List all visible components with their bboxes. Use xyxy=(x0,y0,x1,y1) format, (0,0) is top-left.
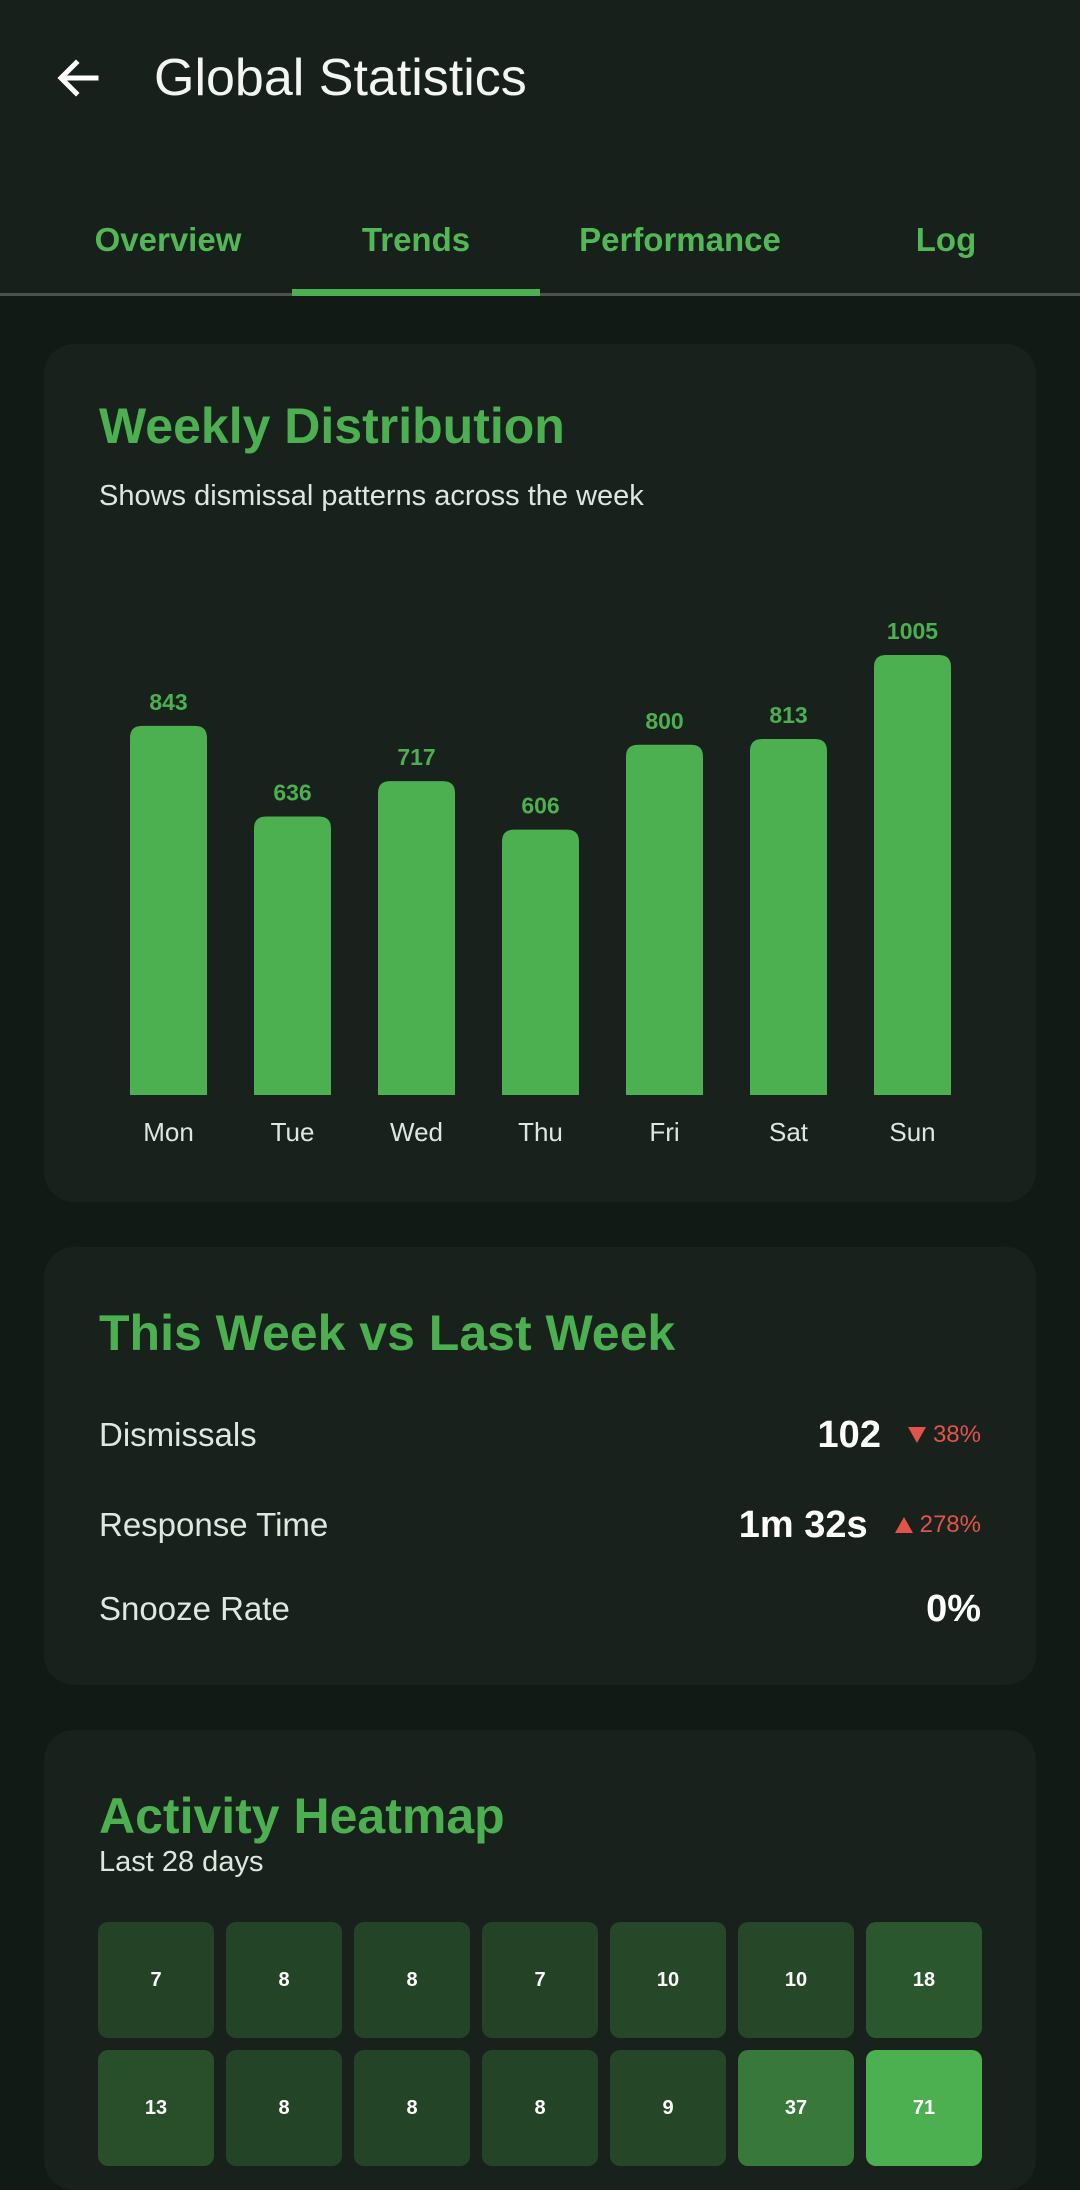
heatmap-cell[interactable]: 9 xyxy=(610,2050,726,2166)
metric-row-dismissals: Dismissals 102 38% xyxy=(99,1405,981,1465)
metric-row-response-time: Response Time 1m 32s 278% xyxy=(99,1495,981,1555)
bar-thu xyxy=(502,829,579,1095)
metric-value: 0% xyxy=(926,1587,981,1630)
triangle-down-icon xyxy=(907,1427,926,1443)
bar-value-label: 636 xyxy=(273,780,311,806)
x-tick-label: Thu xyxy=(518,1117,563,1147)
metric-delta-value: 38% xyxy=(932,1421,981,1448)
arrow-left-icon xyxy=(57,59,99,97)
heatmap-cell[interactable]: 8 xyxy=(354,1922,470,2038)
bar-value-label: 813 xyxy=(769,702,807,728)
week-comparison-card: This Week vs Last Week Dismissals 102 38… xyxy=(44,1247,1036,1685)
bar-value-label: 717 xyxy=(397,744,435,770)
metric-delta: 38% xyxy=(907,1421,981,1449)
heatmap-cell[interactable]: 8 xyxy=(226,2050,342,2166)
heatmap-cell[interactable]: 8 xyxy=(482,2050,598,2166)
weekly-distribution-title: Weekly Distribution xyxy=(99,398,565,454)
bar-wed xyxy=(378,781,455,1095)
heatmap-cell[interactable]: 10 xyxy=(610,1922,726,2038)
heatmap-cell[interactable]: 10 xyxy=(738,1922,854,2038)
metric-label: Dismissals xyxy=(99,1416,257,1453)
x-tick-label: Sun xyxy=(889,1117,935,1147)
heatmap-cell[interactable]: 7 xyxy=(482,1922,598,2038)
heatmap-cell[interactable]: 71 xyxy=(866,2050,982,2166)
x-tick-label: Sat xyxy=(769,1117,809,1147)
bar-mon xyxy=(130,725,207,1095)
bar-value-label: 1005 xyxy=(887,618,938,644)
bar-sun xyxy=(874,655,951,1095)
tab-trends[interactable]: Trends xyxy=(292,186,540,296)
x-tick-label: Mon xyxy=(143,1117,194,1147)
heatmap-cell[interactable]: 8 xyxy=(226,1922,342,2038)
app-bar: Global Statistics Overview Trends Perfor… xyxy=(0,0,1080,296)
x-tick-label: Wed xyxy=(390,1117,443,1147)
week-comparison-title: This Week vs Last Week xyxy=(99,1305,676,1361)
bar-value-label: 606 xyxy=(521,793,559,819)
heatmap-cell[interactable]: 7 xyxy=(98,1922,214,2038)
metric-delta-value: 278% xyxy=(919,1511,981,1538)
activity-heatmap-card: Activity Heatmap Last 28 days 7 8 8 7 10 10 18… xyxy=(44,1730,1036,2190)
tab-log[interactable]: Log xyxy=(915,220,977,258)
metric-label: Snooze Rate xyxy=(99,1590,290,1627)
metric-delta: 278% xyxy=(894,1511,981,1539)
bar-value-label: 843 xyxy=(149,689,187,715)
activity-heatmap-title: Activity Heatmap xyxy=(99,1788,505,1844)
bar-value-label: 800 xyxy=(645,708,683,734)
bar-fri xyxy=(626,744,703,1095)
heatmap-grid: 7 8 8 7 10 10 18 13 8 8 8 9 37 71 xyxy=(98,1922,982,2166)
activity-heatmap-subtitle: Last 28 days xyxy=(99,1846,264,1878)
bar-sat xyxy=(750,739,827,1095)
weekly-bar-chart: 843 Mon 636 Tue 717 Wed 606 Thu 800 Fri 813 Sat 1005… xyxy=(130,618,951,1147)
back-button[interactable] xyxy=(40,40,116,116)
heatmap-cell[interactable]: 37 xyxy=(738,2050,854,2166)
weekly-distribution-card: Weekly Distribution Shows dismissal patt… xyxy=(44,344,1036,1202)
bar-tue xyxy=(254,816,331,1095)
tab-overview[interactable]: Overview xyxy=(94,220,242,258)
metric-label: Response Time xyxy=(99,1506,329,1543)
weekly-distribution-subtitle: Shows dismissal patterns across the week xyxy=(99,480,644,512)
x-tick-label: Fri xyxy=(649,1117,679,1147)
page-title: Global Statistics xyxy=(154,49,527,107)
heatmap-cell[interactable]: 18 xyxy=(866,1922,982,2038)
metric-row-snooze-rate: Snooze Rate 0% xyxy=(99,1579,981,1639)
heatmap-cell[interactable]: 8 xyxy=(354,2050,470,2166)
metric-value: 102 xyxy=(817,1413,881,1456)
tab-performance[interactable]: Performance xyxy=(579,220,781,258)
x-tick-label: Tue xyxy=(271,1117,315,1147)
metric-value: 1m 32s xyxy=(738,1503,868,1546)
heatmap-cell[interactable]: 13 xyxy=(98,2050,214,2166)
tab-bar: Overview Trends Performance Log xyxy=(0,186,1080,296)
triangle-up-icon xyxy=(894,1517,913,1533)
